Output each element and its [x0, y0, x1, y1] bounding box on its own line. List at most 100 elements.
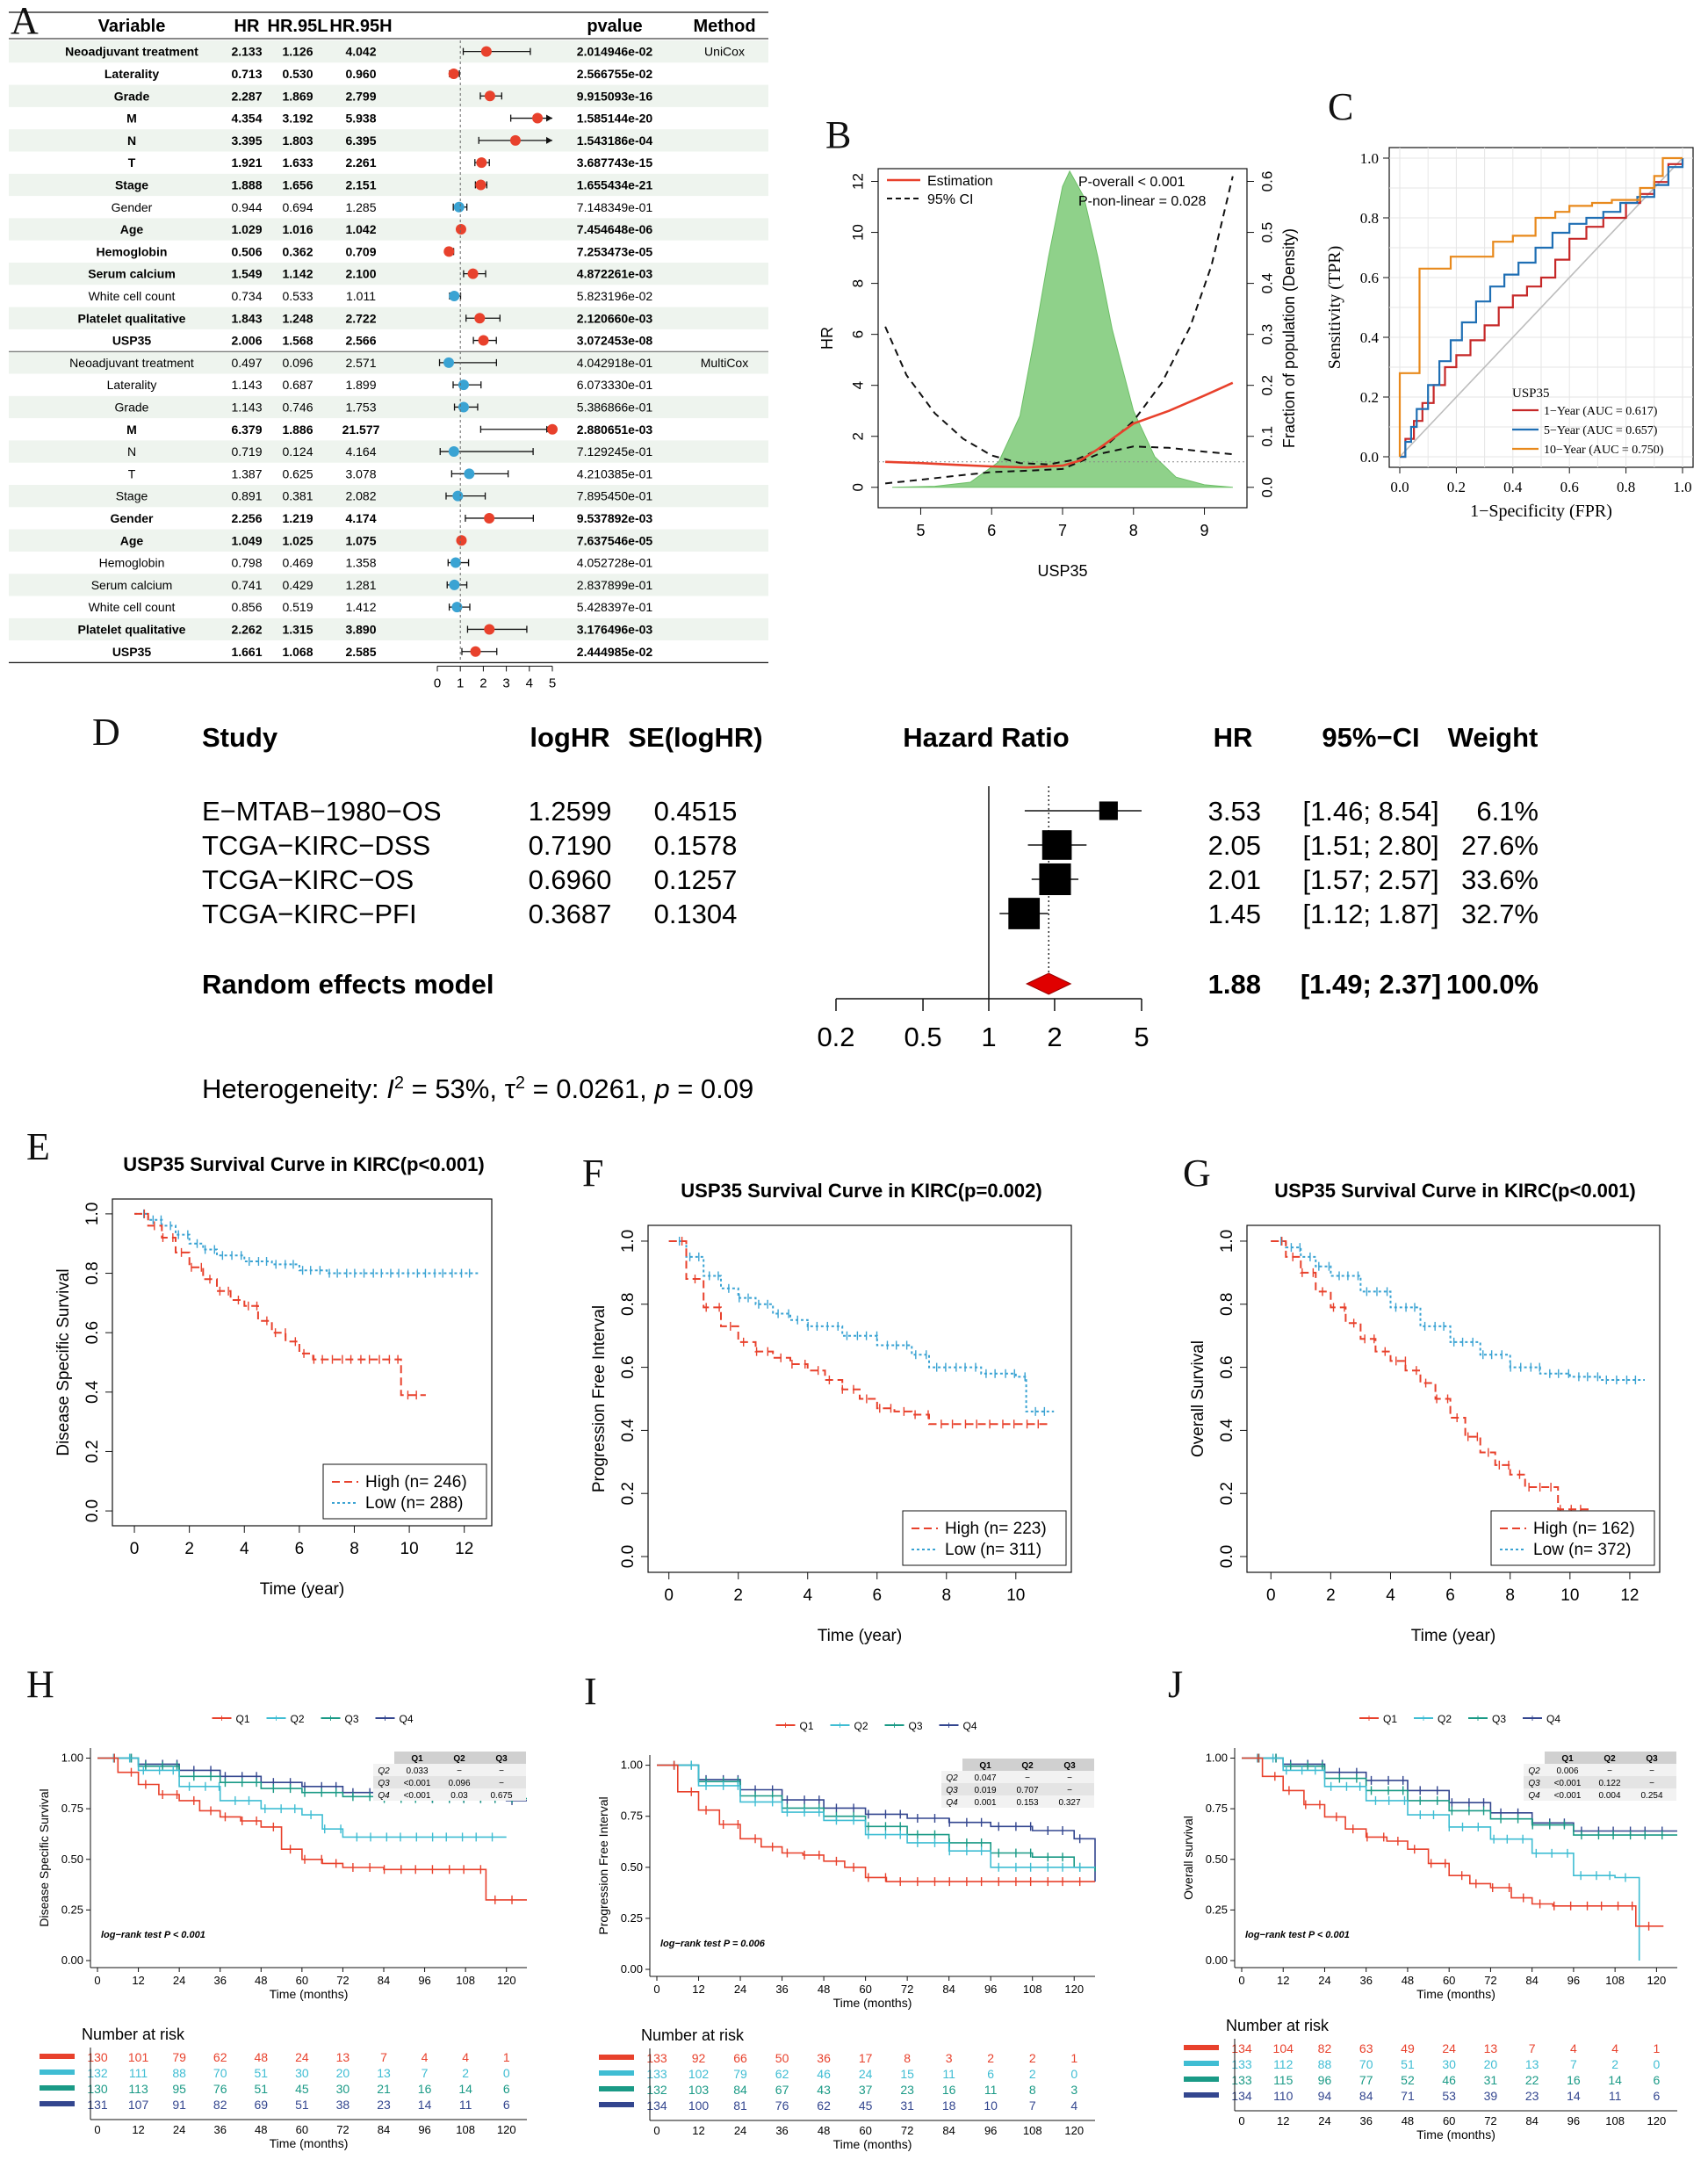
- heterogeneity-part: 2: [394, 1073, 404, 1093]
- cell-pvalue: 5.823196e-02: [577, 289, 653, 303]
- cell-variable: M: [126, 112, 137, 126]
- cell-hr-low: 1.568: [282, 334, 313, 348]
- panel-letter-g: G: [1183, 1152, 1211, 1195]
- legend-label: Q2: [1438, 1713, 1452, 1725]
- pairwise-row-bg: [1524, 1776, 1676, 1788]
- legend-label: Q1: [236, 1713, 250, 1725]
- x-tick-label: 60: [859, 1983, 871, 1996]
- legend-label-high: High (n= 223): [945, 1520, 1047, 1538]
- risk-cell: 81: [733, 2098, 747, 2113]
- pairwise-cell: 0.096: [448, 1779, 470, 1788]
- hr-point: [476, 157, 487, 169]
- cell-pvalue: 1.655434e-21: [577, 177, 653, 191]
- pairwise-cell: −: [1025, 1773, 1030, 1783]
- cell-study: TCGA−KIRC−OS: [202, 864, 414, 895]
- legend-label: Q3: [345, 1713, 359, 1725]
- x-tick-label: 4: [1386, 1586, 1395, 1605]
- x-tick-label: 0: [1238, 1974, 1244, 1987]
- column-header: 95%−CI: [1322, 722, 1419, 753]
- legend-title: USP35: [1512, 386, 1550, 401]
- heterogeneity-text: Heterogeneity: I2 = 53%, τ2 = 0.0261, p …: [202, 1073, 753, 1104]
- cell-variable: Grade: [115, 400, 149, 414]
- chart-title: USP35 Survival Curve in KIRC(p<0.001): [1274, 1180, 1635, 1202]
- x-tick-label: 2: [1326, 1586, 1336, 1605]
- risk-cell: 130: [87, 2082, 108, 2096]
- risk-cell: 2: [462, 2066, 469, 2080]
- hr-point: [480, 46, 492, 57]
- pairwise-cell: 0.001: [974, 1798, 996, 1808]
- risk-cell: 53: [1442, 2089, 1456, 2103]
- risk-x-tick-label: 0: [1238, 2114, 1244, 2127]
- legend-label: 95% CI: [927, 192, 973, 207]
- cell-hr: 1.387: [231, 466, 262, 480]
- row-stripe: [9, 618, 768, 641]
- risk-x-tick-label: 84: [378, 2123, 390, 2136]
- cell-se: 0.1257: [654, 864, 738, 895]
- heterogeneity-part: I: [386, 1073, 394, 1104]
- x-tick-label: 10: [1560, 1586, 1579, 1605]
- cell-variable: Laterality: [107, 378, 157, 392]
- risk-cell: 134: [1231, 2089, 1252, 2103]
- risk-cell: 71: [1401, 2089, 1415, 2103]
- summary-label: Random effects model: [202, 969, 494, 1000]
- cell-hr-high: 0.709: [345, 244, 376, 258]
- cell-hr: 2.133: [231, 45, 262, 59]
- x-tick-label: 5: [916, 522, 925, 539]
- cell-hr-high: 2.566: [345, 334, 376, 348]
- heterogeneity-part: τ: [505, 1073, 515, 1104]
- risk-x-tick-label: 36: [775, 2124, 788, 2137]
- pairwise-cell: −: [499, 1766, 504, 1776]
- x-tick-label: 0: [664, 1586, 674, 1605]
- cell-pvalue: 7.129245e-01: [577, 444, 653, 459]
- cell-variable: T: [128, 155, 136, 170]
- cell-hr: 1.45: [1208, 899, 1261, 929]
- cell-hr: 0.719: [231, 444, 262, 459]
- panel-e-km-dss: E USP35 Survival Curve in KIRC(p<0.001) 0 2…: [26, 1125, 493, 1599]
- row-stripe: [9, 574, 768, 596]
- y-tick-label: 0.0: [1218, 1545, 1236, 1568]
- pairwise-cell: 0.004: [1598, 1791, 1620, 1801]
- weight-square: [1041, 830, 1072, 860]
- y-tick-label: 0.8: [1218, 1293, 1236, 1316]
- legend-plus: +: [1474, 1712, 1481, 1724]
- y-tick-label: 0.50: [621, 1860, 643, 1874]
- hr-point: [453, 201, 465, 213]
- risk-cell: 31: [900, 2098, 914, 2113]
- cell-se: 0.1304: [654, 899, 738, 929]
- y-tick-label: 0.6: [83, 1321, 102, 1344]
- x-tick-label: 10: [400, 1540, 419, 1558]
- risk-cell: 14: [1567, 2089, 1581, 2103]
- risk-cell: 51: [295, 2098, 309, 2112]
- risk-x-tick-label: 108: [1023, 2124, 1042, 2137]
- risk-cell: 79: [733, 2067, 747, 2081]
- cell-hr-low: 1.869: [282, 89, 313, 103]
- panel-letter-f: F: [582, 1152, 603, 1195]
- cell-pvalue: 2.444985e-02: [577, 645, 653, 659]
- pairwise-cell: −: [1649, 1766, 1654, 1776]
- y-tick-label: 0.4: [83, 1380, 102, 1404]
- x-axis-label: Time (months): [270, 1987, 349, 2001]
- legend-plus: +: [946, 1719, 952, 1731]
- pairwise-cell: 0.254: [1640, 1791, 1662, 1801]
- pairwise-row-bg: [941, 1771, 1094, 1783]
- cell-variable: Hemoglobin: [97, 244, 168, 258]
- x-tick-label: 0.0: [1390, 479, 1409, 495]
- cell-variable: USP35: [112, 645, 152, 659]
- cell-variable: Platelet qualitative: [78, 311, 186, 325]
- x-tick-label: 36: [775, 1983, 788, 1996]
- risk-cell: 7: [422, 2066, 429, 2080]
- cell-hr-high: 1.281: [345, 578, 376, 592]
- cell-pvalue: 2.566755e-02: [577, 67, 653, 81]
- panel-d-meta-forest: D Study logHR SE(logHR) Hazard Ratio HR 95%−CI…: [92, 711, 1539, 1104]
- cell-hr: 0.506: [231, 244, 262, 258]
- legend-label: Q4: [400, 1713, 414, 1725]
- y-tick-label: 0.0: [619, 1545, 638, 1568]
- risk-cell: 70: [1359, 2057, 1373, 2071]
- x-axis-label: Time (year): [1411, 1627, 1495, 1645]
- cell-hr: 2.262: [231, 622, 262, 636]
- risk-cell: 67: [775, 2083, 789, 2097]
- cell-hr: 1.888: [231, 177, 262, 191]
- y-tick-label: 0.00: [61, 1954, 83, 1967]
- legend-plus: +: [219, 1712, 225, 1724]
- ci-arrow: [546, 114, 552, 122]
